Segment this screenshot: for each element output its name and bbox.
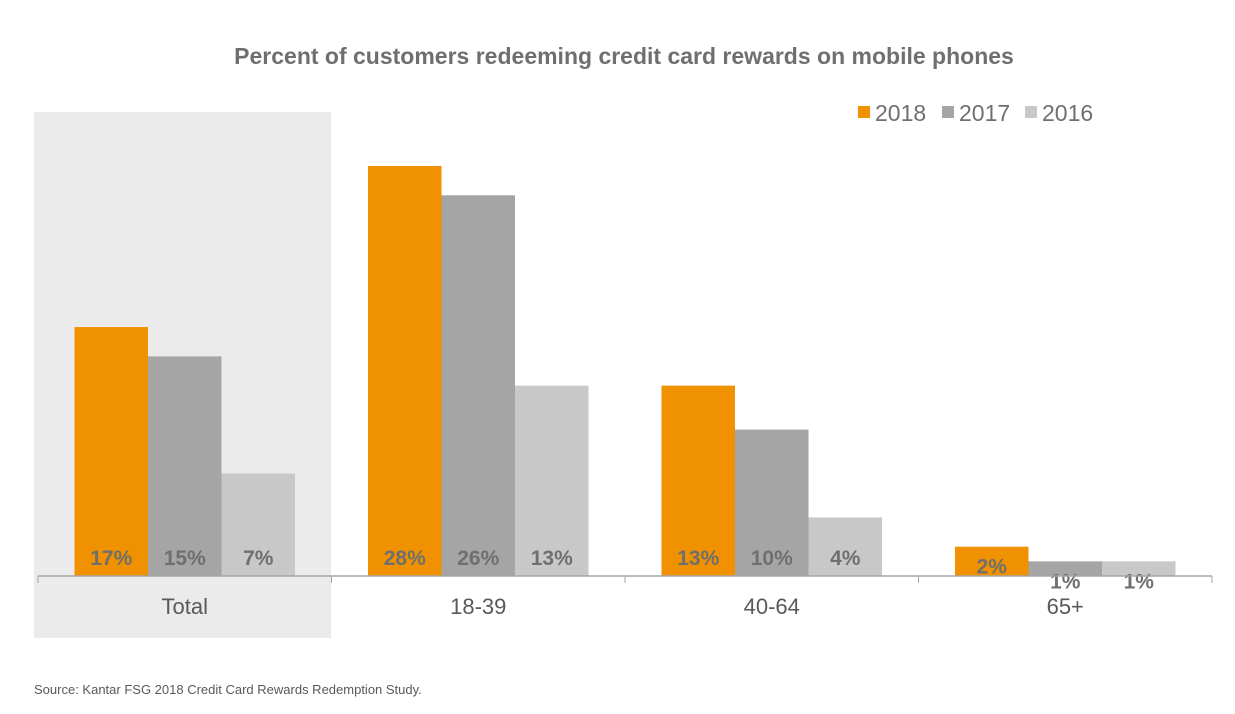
bar-2017-65+ <box>1028 561 1102 576</box>
bar-2016-Total <box>221 473 295 576</box>
x-axis: Total 18-39 40-64 65+ <box>37 575 1213 619</box>
bar-2017-Total <box>148 356 222 576</box>
data-label: 7% <box>243 547 274 570</box>
category-label: 65+ <box>1047 594 1084 619</box>
legend-label: 2016 <box>1042 100 1093 126</box>
legend-swatch-2017 <box>942 106 954 118</box>
bar-2018-18-39 <box>368 166 442 576</box>
data-label: 1% <box>1124 570 1155 593</box>
source-note: Source: Kantar FSG 2018 Credit Card Rewa… <box>34 682 422 697</box>
bar-2016-40-64 <box>808 517 882 576</box>
legend: 2018 2017 2016 <box>858 100 1093 126</box>
data-label: 10% <box>751 547 793 570</box>
chart-title: Percent of customers redeeming credit ca… <box>234 43 1014 69</box>
legend-swatch-2016 <box>1025 106 1037 118</box>
bar-2018-40-64 <box>661 385 735 576</box>
data-label: 17% <box>90 547 132 570</box>
data-label: 15% <box>164 547 206 570</box>
legend-label: 2017 <box>959 100 1010 126</box>
data-label: 4% <box>830 547 861 570</box>
data-label: 28% <box>384 547 426 570</box>
data-label: 1% <box>1050 570 1081 593</box>
category-label: Total <box>162 594 208 619</box>
bar-2016-65+ <box>1102 561 1176 576</box>
bar-2016-18-39 <box>515 385 589 576</box>
bar-2017-40-64 <box>735 429 809 576</box>
category-label: 18-39 <box>450 594 506 619</box>
bar-2017-18-39 <box>441 195 515 577</box>
data-label: 13% <box>677 547 719 570</box>
data-label: 2% <box>977 556 1008 579</box>
category-label: 40-64 <box>744 594 800 619</box>
legend-swatch-2018 <box>858 106 870 118</box>
bar-2018-Total <box>74 327 148 576</box>
data-label: 26% <box>457 547 499 570</box>
data-label: 13% <box>531 547 573 570</box>
legend-label: 2018 <box>875 100 926 126</box>
bars: 17% 28% 13% 2% 15% 26% 10% 1% 7% 13% 4% 1% <box>74 166 1176 593</box>
bar-2018-65+ <box>955 546 1029 576</box>
